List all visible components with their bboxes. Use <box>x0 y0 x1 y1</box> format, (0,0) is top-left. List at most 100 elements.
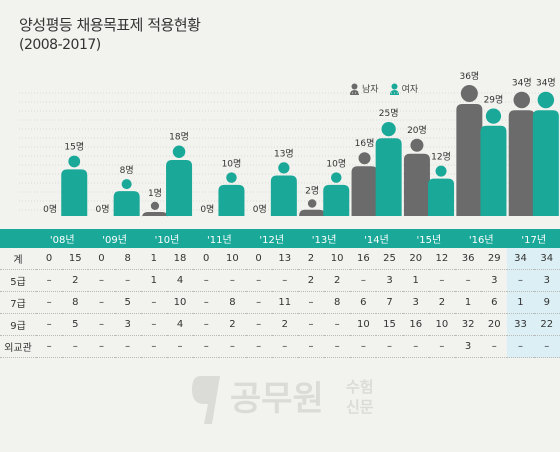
table-cell: 6 <box>481 291 508 314</box>
table-cell: 15 <box>376 313 403 336</box>
table-cell: 2 <box>428 291 456 314</box>
table-cell: 3 <box>455 335 482 358</box>
table-cell: – <box>324 335 351 358</box>
table-cell: 3 <box>114 313 141 336</box>
table-cell: – <box>36 291 63 314</box>
female-data-label: 10명 <box>222 158 242 169</box>
table-column-header: '11년 <box>193 229 246 248</box>
male-data-label: 1명 <box>148 188 162 199</box>
male-head-icon <box>410 138 424 152</box>
male-data-label: 34명 <box>512 78 532 89</box>
table-header-row: '08년 '09년 '10년 '11년 '12년 '13년 '14년 '15년 '16년 '17년 <box>0 229 560 248</box>
female-bar <box>428 178 455 216</box>
table-cell: – <box>36 335 63 358</box>
table-cell: 32 <box>455 313 482 336</box>
table-cell: – <box>533 335 560 358</box>
male-bar <box>299 209 326 216</box>
page-title: 양성평등 채용목표제 적용현황 <box>19 16 201 34</box>
table-column-header: '09년 <box>88 229 141 248</box>
table-cell: 15 <box>62 248 89 270</box>
table-cell: – <box>166 335 194 358</box>
table-cell: 10 <box>428 313 456 336</box>
table-row: 7급 –8–5–10–8–11–8 6 7 3 2 1 6 1 9 <box>0 291 560 314</box>
table-cell: – <box>428 269 456 292</box>
table-cell: – <box>376 335 403 358</box>
table-cell: – <box>88 269 115 292</box>
table-cell: 13 <box>271 248 298 270</box>
female-head-icon <box>172 145 186 158</box>
legend-male-label: 남자 <box>362 85 379 95</box>
male-data-label: 16명 <box>355 138 375 149</box>
table-row: 5급 –2– –1 4– – – –2 2–3 1– –3–3 <box>0 269 560 292</box>
female-bar <box>480 125 507 216</box>
table-column-header: '16년 <box>455 229 508 248</box>
table-cell: 12 <box>428 248 456 270</box>
female-bar <box>270 175 297 216</box>
table-cell: – <box>297 313 325 336</box>
table-cell: 16 <box>350 248 377 270</box>
female-head-icon <box>121 179 132 190</box>
female-head-icon <box>331 172 342 183</box>
table-cell: – <box>402 335 429 358</box>
table-cell: 7 <box>376 291 403 314</box>
table-cell: 2 <box>297 248 325 270</box>
table-cell: 2 <box>271 313 298 336</box>
logo-side-bottom: 신문 <box>346 398 374 416</box>
table-cell: 1 <box>140 269 167 292</box>
table-cell: 18 <box>166 248 194 270</box>
table-cell: – <box>219 335 246 358</box>
female-bar <box>113 191 140 216</box>
male-head-icon <box>150 201 160 210</box>
table-column-header: '08년 <box>36 229 89 248</box>
female-bar <box>323 184 350 216</box>
table-cell: – <box>297 291 325 314</box>
female-data-label: 15명 <box>64 142 84 153</box>
table-cell: – <box>193 313 220 336</box>
table-cell: – <box>114 335 141 358</box>
table-cell: 8 <box>324 291 351 314</box>
table-column-header: '14년 <box>350 229 403 248</box>
table-cell: 2 <box>297 269 325 292</box>
male-bar <box>456 104 483 216</box>
male-data-label: 20명 <box>407 125 427 136</box>
table-cell: – <box>140 291 167 314</box>
table-cell: – <box>36 269 63 292</box>
female-data-label: 8명 <box>120 165 134 176</box>
female-head-icon <box>278 162 290 174</box>
table-cell: 10 <box>219 248 246 270</box>
data-table: '08년 '09년 '10년 '11년 '12년 '13년 '14년 '15년 '16년 '17년… <box>0 229 560 358</box>
table-row: 9급 –5–3–4–2–2– –10 15 16 10 32 20 33 22 <box>0 313 560 336</box>
table-cell: 20 <box>481 313 508 336</box>
table-cell: 8 <box>219 291 246 314</box>
table-row-label: 계 <box>0 248 37 270</box>
table-cell: 2 <box>219 313 246 336</box>
female-head-icon <box>68 155 81 168</box>
table-cell: – <box>88 291 115 314</box>
table-row-label: 5급 <box>0 269 37 292</box>
female-bar <box>532 110 559 216</box>
table-cell: 0 <box>88 248 115 270</box>
table-cell: – <box>350 269 377 292</box>
table-cell: 34 <box>507 248 534 270</box>
table-cell: – <box>428 335 456 358</box>
table-cell: 29 <box>481 248 508 270</box>
female-bar <box>166 160 193 216</box>
table-cell: 1 <box>140 248 167 270</box>
table-cell: 6 <box>350 291 377 314</box>
logo-text: 공무원 <box>230 379 324 419</box>
table-column-header: '13년 <box>297 229 351 248</box>
table-cell: 22 <box>533 313 560 336</box>
table-column-header: '12년 <box>245 229 298 248</box>
female-head-icon <box>381 121 396 137</box>
table-cell: 16 <box>402 313 429 336</box>
table-cell: 10 <box>324 248 351 270</box>
table-cell: 4 <box>166 313 194 336</box>
table-cell: 3 <box>533 269 560 292</box>
female-data-label: 13명 <box>274 148 294 159</box>
table-cell: 5 <box>62 313 89 336</box>
table-cell: – <box>297 335 325 358</box>
male-data-label: 0명 <box>96 204 110 215</box>
table-cell: – <box>324 313 351 336</box>
female-data-label: 34명 <box>536 78 556 89</box>
table-cell: 0 <box>193 248 220 270</box>
